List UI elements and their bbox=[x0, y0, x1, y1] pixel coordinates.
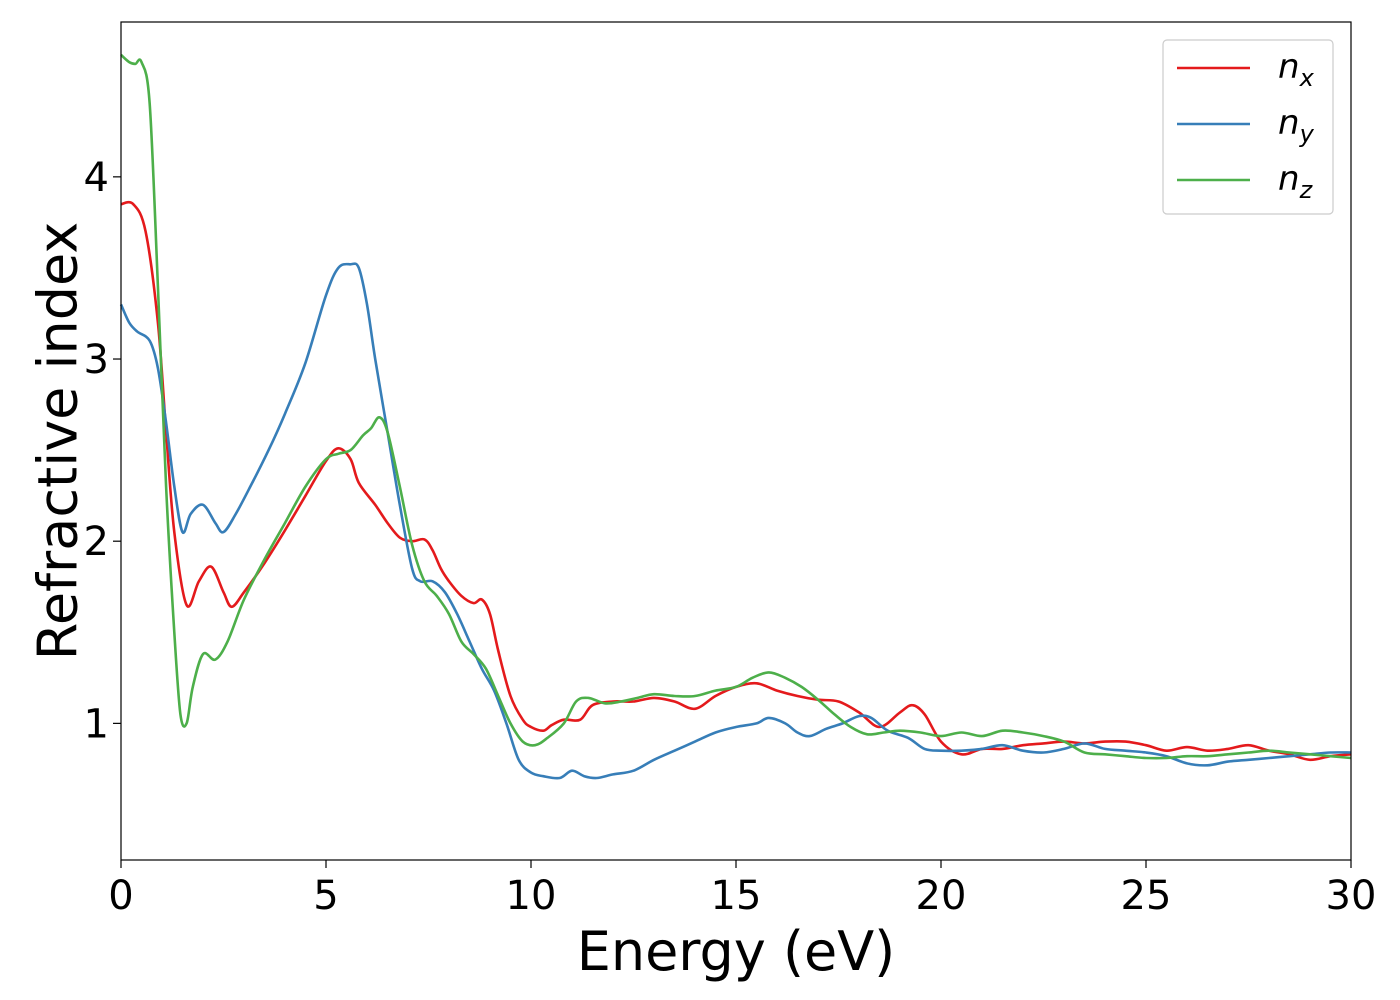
y-tick-label: 4 bbox=[84, 155, 109, 201]
legend-label-base: n bbox=[1278, 47, 1300, 87]
y-tick-label: 3 bbox=[84, 337, 109, 383]
x-tick-label: 30 bbox=[1326, 873, 1377, 919]
y-axis-title: Refractive index bbox=[27, 222, 90, 661]
legend-label: nz bbox=[1278, 159, 1314, 204]
y-tick-label: 1 bbox=[84, 701, 109, 747]
x-tick-label: 0 bbox=[108, 873, 133, 919]
legend-label-subscript: y bbox=[1299, 120, 1315, 148]
x-tick-label: 25 bbox=[1121, 873, 1172, 919]
series-line-n-z bbox=[120, 53, 1352, 760]
legend-label-subscript: x bbox=[1299, 64, 1315, 92]
x-axis-title: Energy (eV) bbox=[577, 920, 896, 983]
legend-label-subscript: z bbox=[1299, 176, 1314, 204]
series-line-n-y bbox=[119, 262, 1352, 780]
legend-label: nx bbox=[1278, 47, 1315, 92]
y-tick-label: 2 bbox=[84, 519, 109, 565]
x-axis-ticks: 0 5 10 15 20 25 30 bbox=[108, 860, 1376, 919]
y-axis-ticks: 1 2 3 4 bbox=[84, 155, 121, 747]
series-layer bbox=[119, 53, 1352, 780]
legend-label: ny bbox=[1278, 103, 1315, 148]
legend-label-base: n bbox=[1278, 103, 1300, 143]
legend-label-base: n bbox=[1278, 159, 1300, 199]
legend-box bbox=[1162, 39, 1334, 215]
x-tick-label: 15 bbox=[711, 873, 762, 919]
x-tick-label: 5 bbox=[313, 873, 338, 919]
x-tick-label: 20 bbox=[916, 873, 967, 919]
plot-frame bbox=[120, 21, 1352, 861]
x-tick-label: 10 bbox=[506, 873, 557, 919]
